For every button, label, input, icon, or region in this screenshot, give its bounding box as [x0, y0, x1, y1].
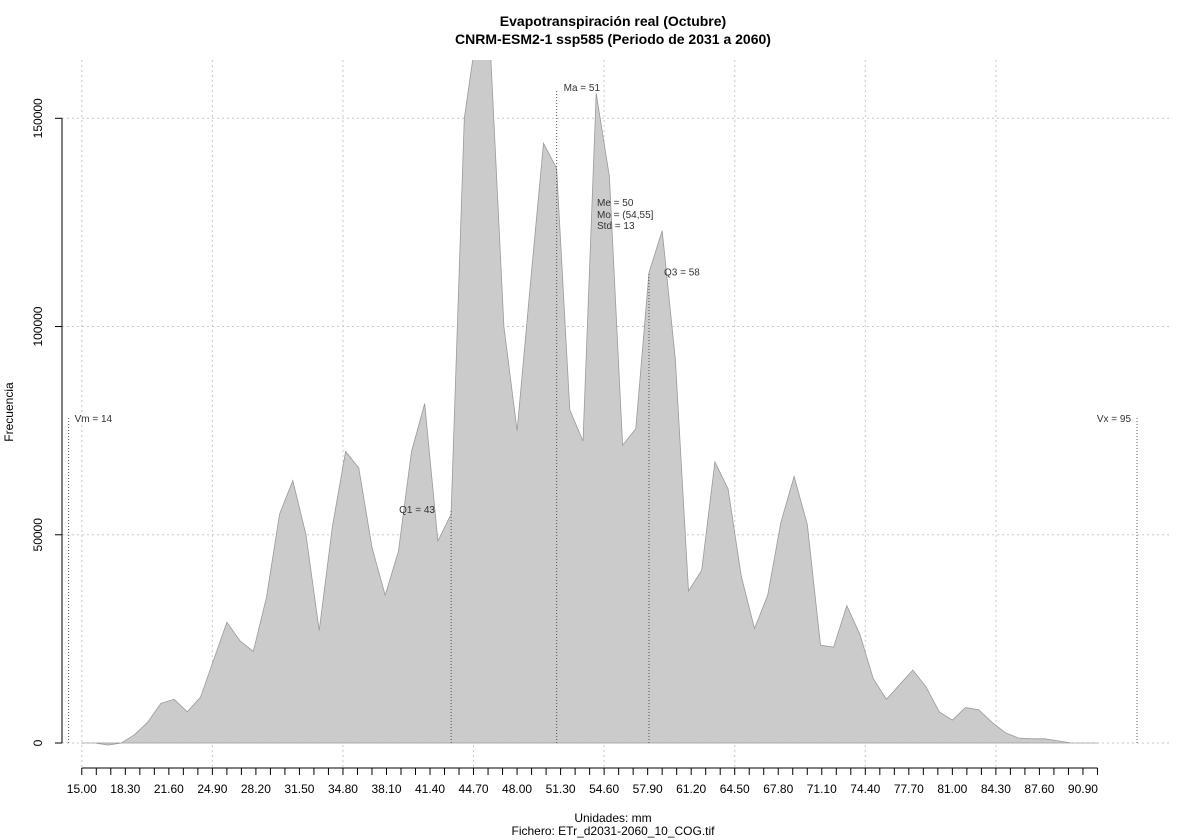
axes: 0 50000 100000 150000 15.00 18.30 21.60 24.90 28…: [31, 98, 1098, 796]
frequency-area: [80, 60, 1098, 746]
x-tick-label: 41.40: [415, 782, 445, 796]
annotation-me: Me = 50: [597, 198, 634, 209]
x-tick-label: 77.70: [894, 782, 924, 796]
x-tick-label: 87.60: [1024, 782, 1054, 796]
x-tick-label: 34.80: [328, 782, 358, 796]
x-tick-label: 61.20: [676, 782, 706, 796]
x-tick-label: 31.50: [284, 782, 314, 796]
annotation-q1: Q1 = 43: [399, 505, 435, 516]
annotation-std: Std = 13: [597, 221, 635, 232]
y-tick-label: 0: [31, 739, 45, 746]
y-tick-label: 50000: [31, 518, 45, 552]
y-axis-label: Frecuencia: [2, 382, 16, 442]
x-tick-label: 24.90: [197, 782, 227, 796]
y-tick-label: 100000: [31, 306, 45, 346]
x-tick-label: 57.90: [633, 782, 663, 796]
x-tick-label: 28.20: [241, 782, 271, 796]
x-tick-label: 38.10: [371, 782, 401, 796]
chart-title: Evapotranspiración real (Octubre): [500, 13, 726, 29]
x-tick-label: 15.00: [67, 782, 97, 796]
x-tick-label: 44.70: [459, 782, 489, 796]
annotation-q3: Q3 = 58: [664, 267, 700, 278]
reference-lines: [68, 89, 1138, 744]
x-tick-label: 21.60: [154, 782, 184, 796]
file-caption: Fichero: ETr_d2031-2060_10_COG.tif: [512, 824, 716, 838]
x-tick-label: 90.90: [1068, 782, 1098, 796]
annotation-mo: Mo = (54,55]: [597, 210, 654, 221]
x-tick-label: 67.80: [763, 782, 793, 796]
x-tick-label: 51.30: [546, 782, 576, 796]
x-tick-label: 54.60: [589, 782, 619, 796]
annotation-vx: Vx = 95: [1097, 414, 1132, 425]
x-tick-label: 18.30: [110, 782, 140, 796]
x-tick-label: 74.40: [850, 782, 880, 796]
annotation-vm: Vm = 14: [75, 414, 113, 425]
area-layer: [80, 60, 1098, 746]
chart-subtitle: CNRM-ESM2-1 ssp585 (Periodo de 2031 a 20…: [455, 31, 771, 47]
x-axis-label: Unidades: mm: [574, 811, 651, 825]
x-tick-label: 84.30: [981, 782, 1011, 796]
x-tick-label: 64.50: [720, 782, 750, 796]
y-tick-label: 150000: [31, 98, 45, 138]
annotation-ma: Ma = 51: [564, 83, 601, 94]
x-tick-label: 48.00: [502, 782, 532, 796]
x-tick-label: 81.00: [937, 782, 967, 796]
x-tick-label: 71.10: [807, 782, 837, 796]
